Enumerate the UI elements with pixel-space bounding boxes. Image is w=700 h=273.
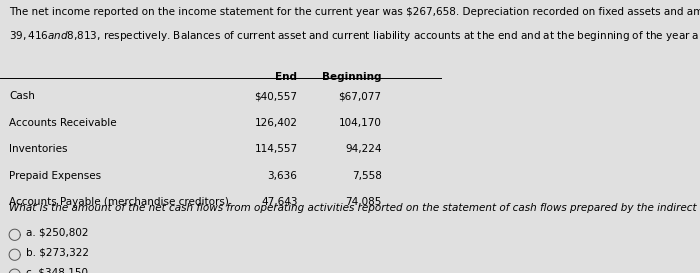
Text: $40,557: $40,557 [255,91,298,102]
Text: a. $250,802: a. $250,802 [26,228,88,238]
Text: End: End [276,72,298,82]
Text: 94,224: 94,224 [345,144,382,155]
Text: 7,558: 7,558 [351,171,382,181]
Text: 126,402: 126,402 [255,118,298,128]
Text: 47,643: 47,643 [261,197,298,207]
Text: 74,085: 74,085 [345,197,382,207]
Text: b. $273,322: b. $273,322 [26,248,89,258]
Text: c. $348,150: c. $348,150 [26,268,88,273]
Text: 104,170: 104,170 [339,118,382,128]
Text: Accounts Receivable: Accounts Receivable [9,118,117,128]
Text: The net income reported on the income statement for the current year was $267,65: The net income reported on the income st… [9,7,700,17]
Text: $67,077: $67,077 [339,91,382,102]
Text: 114,557: 114,557 [254,144,298,155]
Text: $39,416 and $8,813, respectively. Balances of current asset and current liabilit: $39,416 and $8,813, respectively. Balanc… [9,29,700,43]
Text: Cash: Cash [9,91,35,102]
Text: Beginning: Beginning [322,72,382,82]
Text: What is the amount of the net cash flows from operating activities reported on t: What is the amount of the net cash flows… [9,203,700,213]
Text: Inventories: Inventories [9,144,68,155]
Text: Accounts Payable (merchandise creditors): Accounts Payable (merchandise creditors) [9,197,229,207]
Text: 3,636: 3,636 [267,171,297,181]
Text: Prepaid Expenses: Prepaid Expenses [9,171,101,181]
